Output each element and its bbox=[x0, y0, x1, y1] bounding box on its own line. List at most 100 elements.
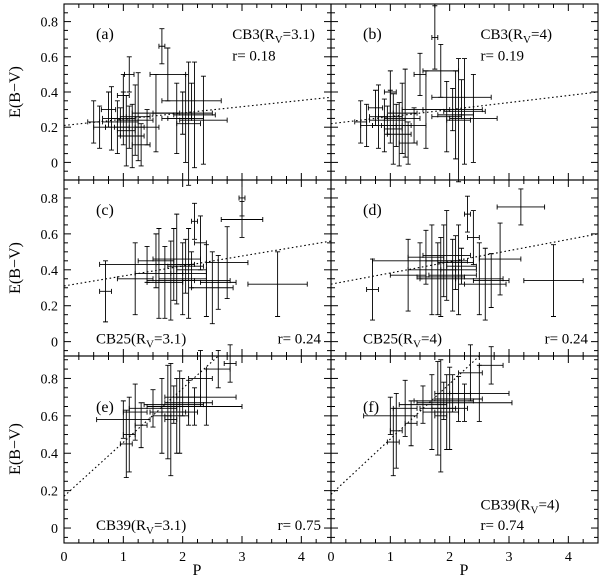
y-tick-label: 0.8 bbox=[41, 372, 59, 387]
data-point bbox=[366, 258, 379, 321]
data-point bbox=[413, 381, 474, 421]
data-point bbox=[102, 107, 139, 137]
data-point bbox=[158, 28, 166, 65]
data-point bbox=[125, 72, 151, 162]
panel-title: CB25(RV=4) bbox=[363, 332, 442, 351]
data-point bbox=[431, 79, 492, 116]
data-point bbox=[152, 91, 213, 135]
x-tick-label: 3 bbox=[239, 550, 246, 565]
x-tick-label: 1 bbox=[120, 550, 127, 565]
x-tick-label: 0 bbox=[328, 550, 335, 565]
title-tail: =3.1) bbox=[154, 518, 186, 534]
panel-title: CB39(RV=3.1) bbox=[96, 518, 186, 537]
title-tail: =4) bbox=[538, 497, 559, 513]
data-point bbox=[446, 247, 477, 285]
data-point bbox=[398, 121, 418, 165]
panel-title: CB39(RV=4) bbox=[481, 497, 560, 516]
y-tick-label: 0.4 bbox=[41, 86, 59, 101]
y-tick-label: 0.2 bbox=[41, 300, 59, 315]
data-point bbox=[116, 73, 130, 118]
title-subscript: V bbox=[523, 34, 531, 46]
data-point bbox=[363, 396, 418, 435]
data-point bbox=[416, 383, 513, 422]
data-point bbox=[434, 376, 483, 422]
data-point bbox=[383, 70, 397, 114]
data-point bbox=[431, 366, 468, 450]
data-point bbox=[146, 387, 243, 426]
data-point bbox=[354, 100, 368, 144]
y-tick-label: 0 bbox=[51, 522, 58, 537]
title-main: CB25(R bbox=[96, 332, 146, 348]
data-point bbox=[134, 109, 160, 146]
y-tick-label: 0.2 bbox=[41, 485, 59, 500]
x-tick-label: 0 bbox=[61, 550, 68, 565]
x-tick-label: 2 bbox=[179, 550, 186, 565]
data-point bbox=[455, 242, 504, 316]
data-point bbox=[496, 188, 546, 226]
x-tick-label: 2 bbox=[446, 550, 453, 565]
data-point bbox=[449, 364, 510, 422]
data-point bbox=[179, 75, 228, 165]
correlation-label: r= 0.24 bbox=[545, 332, 589, 348]
data-point bbox=[173, 61, 216, 169]
title-main: CB3(R bbox=[232, 27, 275, 43]
panel-label: (d) bbox=[363, 202, 382, 219]
data-point bbox=[443, 58, 486, 165]
data-point bbox=[238, 179, 246, 217]
data-point bbox=[422, 210, 471, 301]
data-point bbox=[367, 89, 384, 126]
title-main: CB39(R bbox=[96, 518, 146, 534]
data-point bbox=[99, 260, 112, 323]
data-point bbox=[119, 103, 145, 169]
data-point bbox=[149, 47, 187, 102]
data-point bbox=[422, 88, 483, 132]
data-point bbox=[161, 370, 198, 454]
panel-title: CB3(RV=4) bbox=[481, 27, 552, 46]
data-point bbox=[188, 349, 213, 407]
data-point bbox=[440, 224, 477, 316]
panel-e: 0 0.2 0.4 0.6 0.8 (e) CB39(RV=3.1) r= 0.75 0 1 2 3 4 bbox=[41, 344, 332, 565]
y-tick-label: 0.8 bbox=[41, 192, 59, 207]
data-point bbox=[523, 244, 584, 317]
data-point bbox=[170, 228, 207, 319]
x-tick-label: 1 bbox=[387, 550, 394, 565]
fit-line bbox=[63, 240, 332, 287]
data-point bbox=[191, 202, 198, 240]
panel-label: (c) bbox=[96, 202, 114, 219]
y-tick-label: 0 bbox=[51, 156, 58, 171]
data-point bbox=[431, 80, 462, 153]
y-tick-label: 0.4 bbox=[41, 447, 59, 462]
correlation-label: r= 0.19 bbox=[481, 48, 524, 64]
y-tick-label: 0.6 bbox=[41, 228, 59, 243]
title-subscript: V bbox=[413, 339, 421, 351]
data-point bbox=[386, 407, 400, 477]
x-tick-label: 4 bbox=[565, 550, 572, 565]
y-tick-label: 0.4 bbox=[41, 264, 59, 279]
title-main: CB3(R bbox=[481, 27, 524, 43]
title-main: CB25(R bbox=[363, 332, 413, 348]
title-tail: =4) bbox=[421, 332, 442, 348]
y-tick-label: 0 bbox=[51, 336, 58, 351]
data-point bbox=[389, 238, 427, 312]
y-tick-label: 0.6 bbox=[41, 51, 59, 66]
data-point bbox=[458, 344, 483, 402]
data-point bbox=[413, 52, 427, 96]
data-point bbox=[431, 5, 439, 70]
data-point bbox=[464, 247, 507, 321]
data-point bbox=[182, 244, 231, 317]
correlation-label: r= 0.75 bbox=[278, 518, 321, 534]
data-point bbox=[119, 409, 133, 478]
y-axis-label: E(B−V) bbox=[7, 242, 24, 294]
data-point bbox=[122, 383, 148, 441]
x-tick-label: 4 bbox=[298, 550, 305, 565]
data-point bbox=[134, 402, 148, 449]
x-axis-label-left: P bbox=[193, 562, 202, 579]
data-point bbox=[176, 368, 237, 426]
fit-line bbox=[330, 233, 599, 285]
data-point bbox=[167, 73, 204, 163]
data-point bbox=[116, 84, 154, 156]
data-point bbox=[200, 254, 237, 310]
data-point bbox=[407, 229, 445, 285]
data-point bbox=[87, 100, 101, 144]
data-point bbox=[116, 242, 154, 316]
